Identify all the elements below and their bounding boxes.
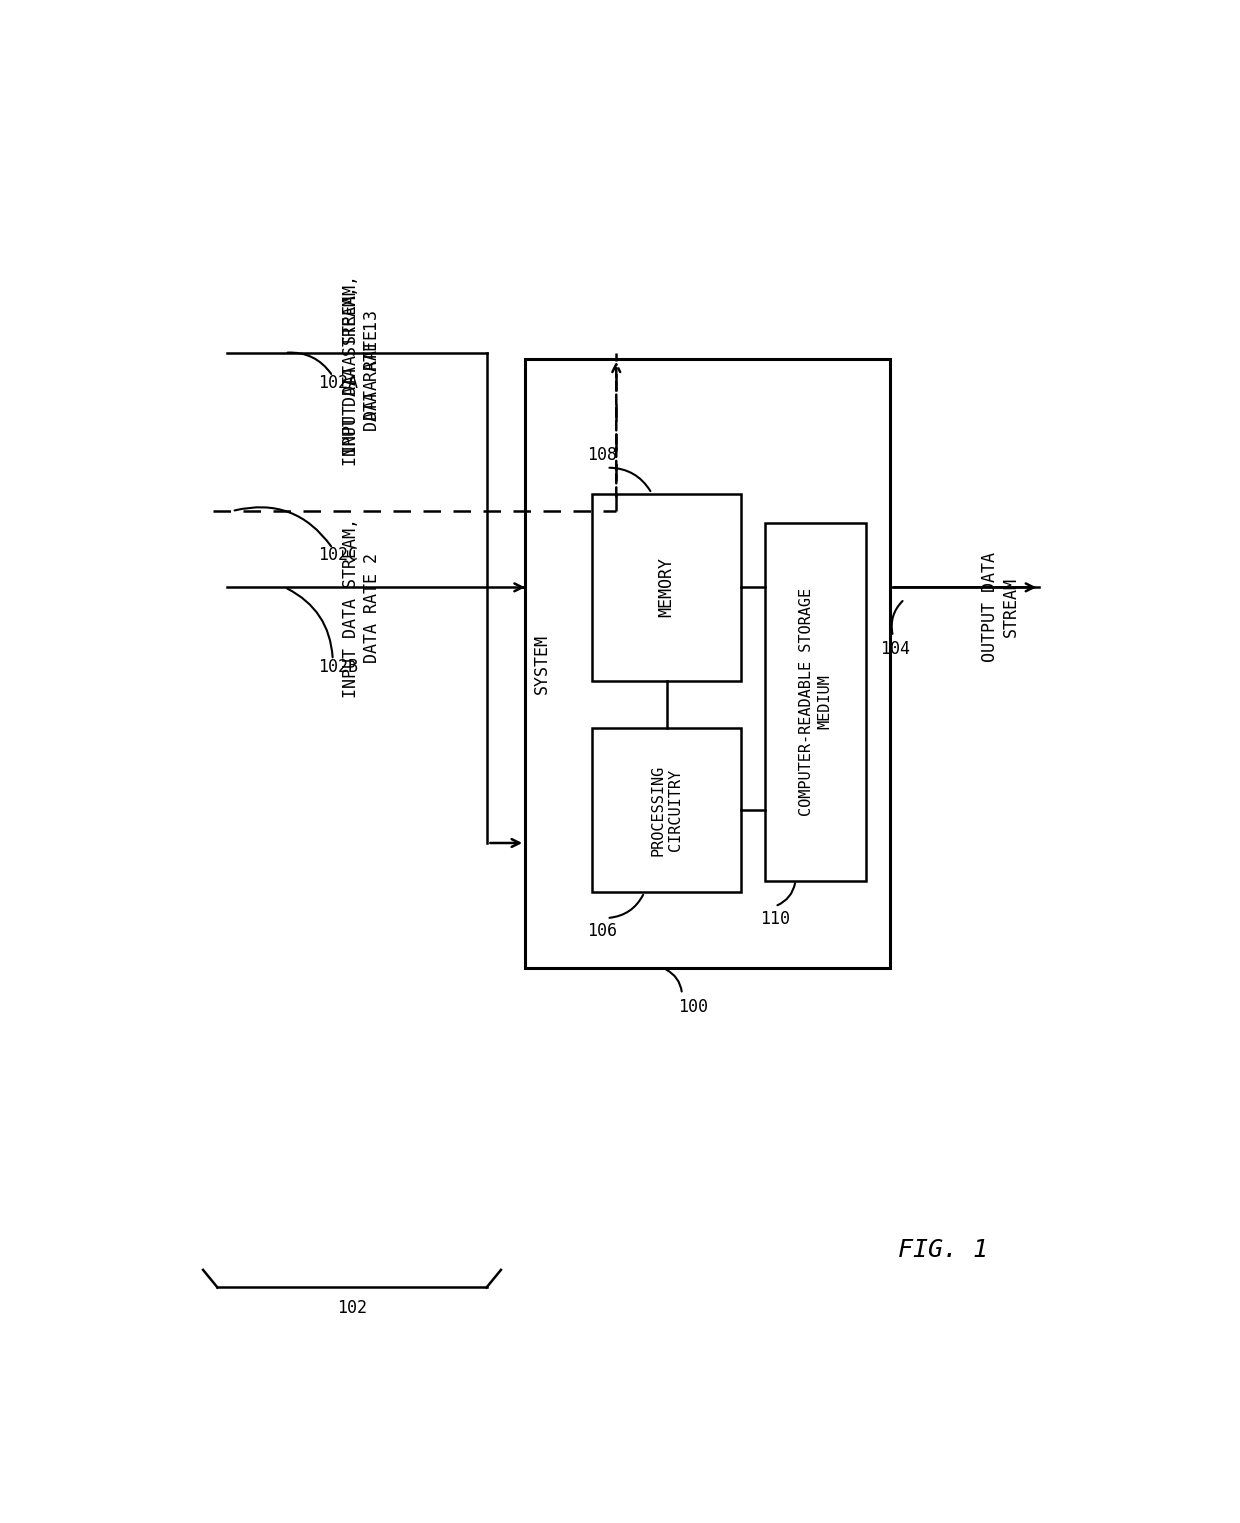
Bar (525, 358, 890, 969)
Bar (593, 728, 742, 892)
Text: INPUT DATA STREAM,
DATA RATE 3: INPUT DATA STREAM, DATA RATE 3 (342, 274, 381, 454)
Text: 106: 106 (588, 921, 618, 940)
Text: 108: 108 (588, 446, 618, 465)
Bar (765, 522, 866, 880)
Bar (593, 493, 742, 681)
Text: SYSTEM: SYSTEM (533, 634, 552, 693)
Text: 104: 104 (880, 640, 910, 658)
Text: 102A: 102A (319, 375, 358, 391)
Text: OUTPUT DATA
STREAM: OUTPUT DATA STREAM (981, 553, 1021, 663)
Text: 100: 100 (678, 998, 708, 1016)
Text: COMPUTER-READABLE STORAGE
MEDIUM: COMPUTER-READABLE STORAGE MEDIUM (800, 588, 832, 816)
Text: 110: 110 (760, 909, 790, 928)
Text: INPUT DATA STREAM,
DATA RATE 1: INPUT DATA STREAM, DATA RATE 1 (342, 286, 381, 466)
Text: PROCESSING
CIRCUITRY: PROCESSING CIRCUITRY (651, 765, 683, 856)
Text: INPUT DATA STREAM,
DATA RATE 2: INPUT DATA STREAM, DATA RATE 2 (342, 518, 381, 699)
Text: 102: 102 (337, 1299, 367, 1317)
Text: 102B: 102B (319, 658, 358, 676)
Text: 102C: 102C (319, 547, 358, 565)
Text: FIG. 1: FIG. 1 (898, 1238, 988, 1263)
Text: MEMORY: MEMORY (657, 557, 676, 617)
